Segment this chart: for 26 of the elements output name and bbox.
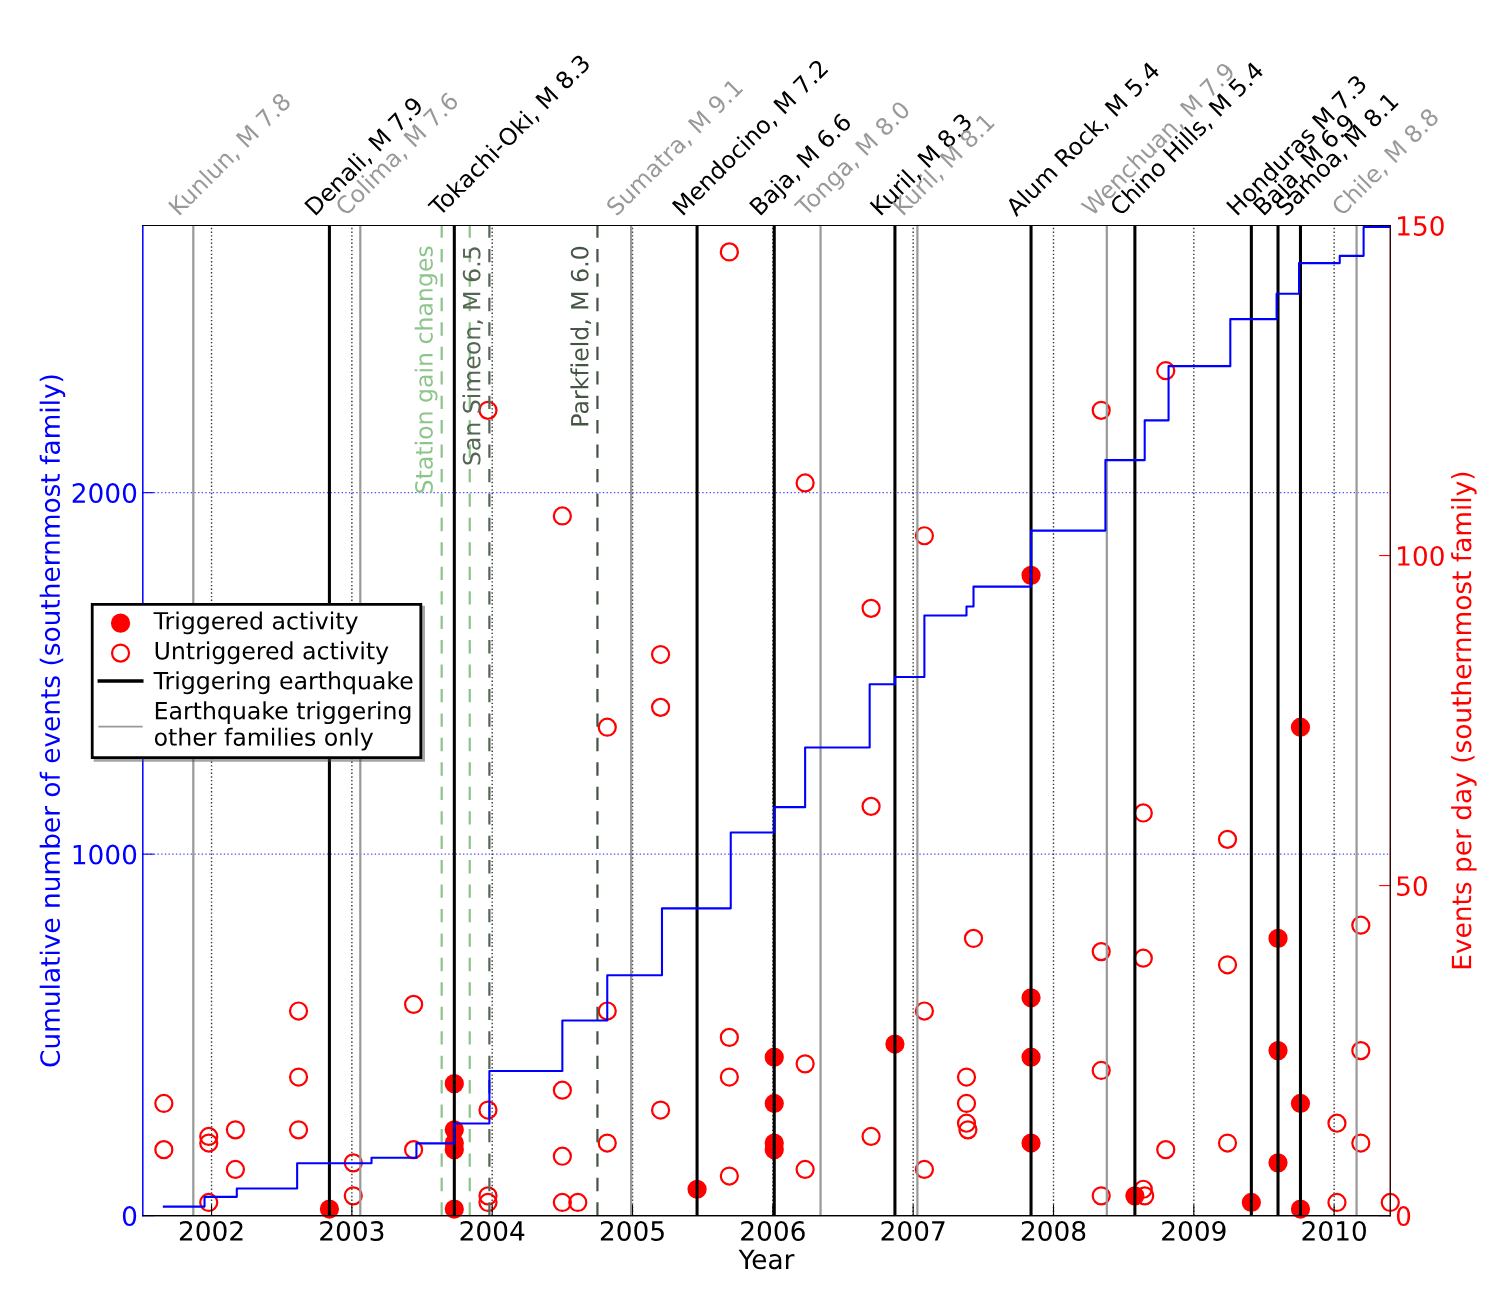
y2-tick-label: 100 xyxy=(1398,545,1444,566)
x-tick-label: 2002 xyxy=(179,1220,243,1241)
legend-label: Triggering earthquake xyxy=(153,671,413,695)
legend-label: Earthquake triggering other families only xyxy=(154,701,411,751)
legend-label: Untriggered activity xyxy=(155,641,389,665)
y2-tick-label: 150 xyxy=(1398,215,1444,236)
ref-line-label: Parkfield, M 6.0 xyxy=(570,246,592,426)
x-tick-label: 2003 xyxy=(320,1220,384,1241)
x-tick-label: 2004 xyxy=(460,1220,525,1241)
y-tick-label: 2000 xyxy=(72,483,137,504)
x-tick-label: 2009 xyxy=(1162,1220,1226,1241)
y2-axis-title: Events per day (southernmost family) xyxy=(1451,472,1477,969)
ref-line-label: San Simeon, M 6.5 xyxy=(462,247,484,465)
y2-tick-label: 50 xyxy=(1397,876,1427,896)
y-tick-label: 1000 xyxy=(73,844,137,865)
x-tick-label: 2010 xyxy=(1302,1220,1366,1241)
legend-label: Triggered activity xyxy=(153,611,358,635)
x-tick-label: 2006 xyxy=(741,1220,805,1241)
x-tick-label: 2005 xyxy=(600,1220,664,1241)
y-tick-label: 0 xyxy=(122,1206,137,1227)
x-tick-label: 2007 xyxy=(881,1220,945,1241)
y-axis-title: Cumulative number of events (southernmost family) xyxy=(39,375,66,1067)
x-tick-label: 2008 xyxy=(1021,1220,1086,1241)
ref-line-label: Station gain changes xyxy=(414,246,438,493)
x-axis-title: Year xyxy=(738,1249,795,1270)
y2-tick-label: 0 xyxy=(1396,1206,1411,1227)
